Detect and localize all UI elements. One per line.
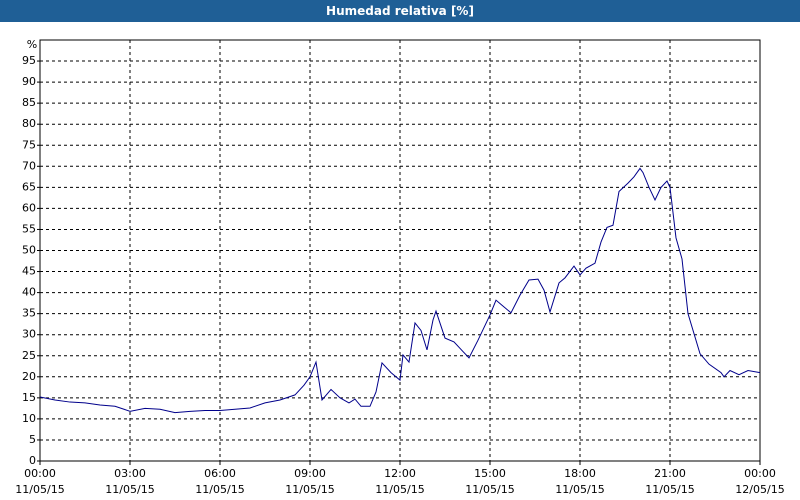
y-tick-label: 10 [22,412,36,425]
x-tick-label: 12:00 11/05/15 [375,467,425,496]
y-tick-label: 40 [22,286,36,299]
y-tick-label: 20 [22,370,36,383]
y-tick-label: 75 [22,138,36,151]
x-tick-label: 00:00 11/05/15 [15,467,65,496]
x-tick-label: 18:00 11/05/15 [555,467,605,496]
x-tick-label: 21:00 11/05/15 [645,467,695,496]
x-tick-label: 06:00 11/05/15 [195,467,245,496]
x-tick-label: 03:00 11/05/15 [105,467,155,496]
y-tick-label: 45 [22,265,36,278]
y-tick-label: 85 [22,96,36,109]
y-tick-label: 80 [22,117,36,130]
x-tick-label: 00:00 12/05/15 [735,467,785,496]
x-tick-label: 09:00 11/05/15 [285,467,335,496]
y-tick-label: 95 [22,54,36,67]
y-tick-label: 50 [22,244,36,257]
y-tick-label: 65 [22,180,36,193]
y-tick-label: 25 [22,349,36,362]
y-tick-label: 90 [22,75,36,88]
x-tick-label: 15:00 11/05/15 [465,467,515,496]
y-tick-label: 5 [29,433,36,446]
y-axis-label: % [27,38,37,51]
y-tick-label: 55 [22,222,36,235]
y-tick-label: 70 [22,159,36,172]
data-line [39,167,761,414]
chart-title: Humedad relativa [%] [0,0,800,22]
y-tick-label: 0 [29,454,36,467]
y-tick-label: 30 [22,328,36,341]
y-tick-label: 15 [22,391,36,404]
y-tick-label: 35 [22,307,36,320]
y-tick-label: 60 [22,201,36,214]
